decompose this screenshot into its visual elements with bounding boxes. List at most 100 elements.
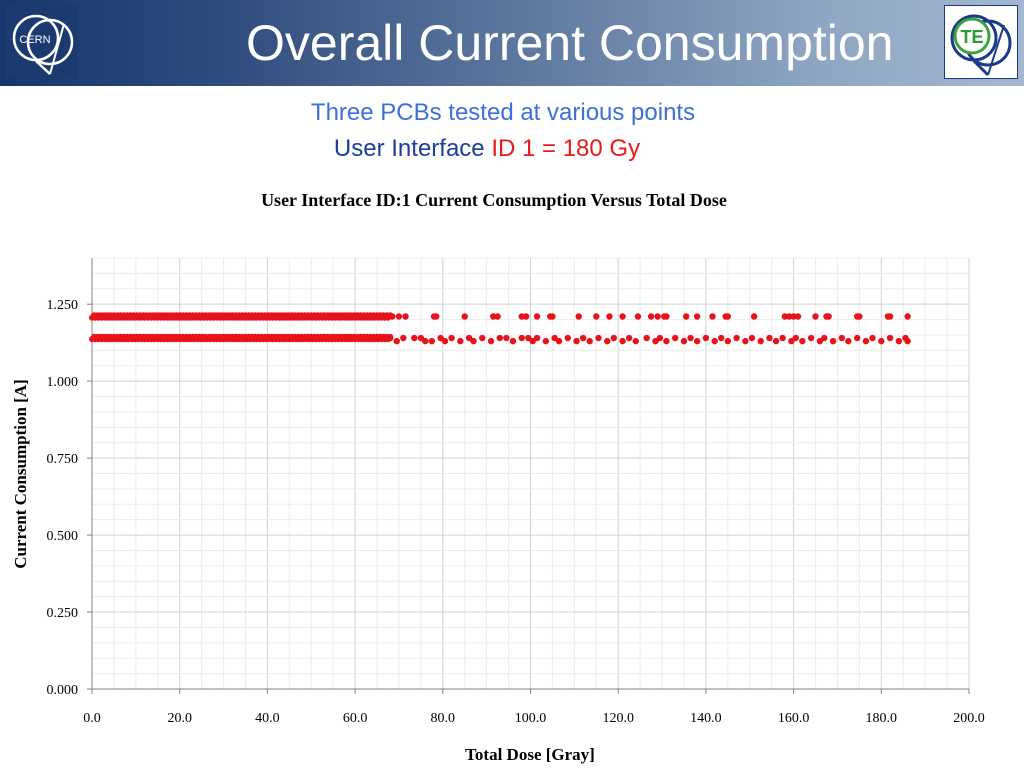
data-point xyxy=(575,313,582,320)
data-point xyxy=(555,337,563,345)
data-point xyxy=(825,313,832,320)
x-tick-label: 160.0 xyxy=(778,711,810,726)
data-point xyxy=(781,313,789,320)
x-tick-label: 100.0 xyxy=(515,711,547,726)
data-point xyxy=(422,337,429,345)
subtitle-line1: Three PCBs tested at various points xyxy=(310,99,696,126)
x-tick-label: 0.0 xyxy=(83,711,101,726)
x-axis-label: Total Dose [Gray] xyxy=(465,745,595,764)
data-point xyxy=(904,313,911,320)
data-point xyxy=(448,334,455,342)
data-point xyxy=(509,337,517,345)
x-tick-label: 120.0 xyxy=(602,711,634,726)
data-point xyxy=(663,337,670,345)
cern-logo-text: CERN xyxy=(19,34,50,46)
data-point xyxy=(518,313,525,320)
x-tick-label: 200.0 xyxy=(953,711,985,726)
data-point xyxy=(579,334,587,342)
data-point xyxy=(748,334,756,342)
te-logo-icon: TE xyxy=(944,5,1018,79)
data-point xyxy=(792,334,799,342)
data-point xyxy=(573,337,580,345)
chart-grid xyxy=(91,257,970,690)
chart-points xyxy=(89,312,911,345)
data-point xyxy=(799,337,806,345)
data-point xyxy=(533,313,541,320)
x-tick-labels: 0.0 20.0 40.0 60.0 80.0 100.0 120.0 140.0 160.0 1… xyxy=(83,711,985,726)
data-point xyxy=(709,313,716,320)
data-point xyxy=(687,334,694,342)
data-point xyxy=(672,334,679,342)
data-point xyxy=(441,337,449,345)
data-point xyxy=(586,337,593,345)
data-point xyxy=(838,334,846,342)
subtitle-line2: User Interface ID 1 = 180 Gy xyxy=(0,134,974,164)
data-point xyxy=(411,334,418,342)
data-point xyxy=(702,334,710,342)
data-point xyxy=(428,337,436,345)
x-tick-label: 140.0 xyxy=(690,711,722,726)
data-point xyxy=(693,337,701,345)
data-point xyxy=(904,337,911,345)
data-point xyxy=(479,334,486,342)
slide-title: Overall Current Consumption xyxy=(246,15,894,71)
data-point xyxy=(895,337,903,345)
data-point xyxy=(433,313,440,320)
data-point xyxy=(656,334,664,342)
data-point xyxy=(593,313,600,320)
chart-axes xyxy=(87,258,970,694)
data-point xyxy=(878,337,885,345)
data-point xyxy=(490,313,497,320)
data-point xyxy=(522,313,530,320)
subtitle-line2-prefix: User Interface xyxy=(333,135,485,162)
data-point xyxy=(724,313,732,320)
y-tick-label: 1.000 xyxy=(47,375,79,390)
y-axis-label: Current Consumption [A] xyxy=(11,379,30,569)
data-point xyxy=(606,313,613,320)
data-point xyxy=(395,313,403,320)
data-point xyxy=(632,337,639,345)
subtitle-line2-highlight: ID 1 = 180 Gy xyxy=(491,135,641,162)
data-point xyxy=(757,337,764,345)
data-point xyxy=(693,313,701,320)
data-point xyxy=(718,334,725,342)
y-tick-label: 0.000 xyxy=(47,683,79,698)
y-tick-labels: 0.000 0.250 0.500 0.750 1.000 1.250 xyxy=(47,298,79,698)
data-point xyxy=(393,337,400,345)
data-point xyxy=(619,313,626,320)
data-point xyxy=(496,334,504,342)
data-point xyxy=(711,337,718,345)
data-point xyxy=(625,334,633,342)
x-tick-label: 20.0 xyxy=(167,711,192,726)
data-point xyxy=(634,313,642,320)
x-tick-label: 60.0 xyxy=(343,711,368,726)
data-point xyxy=(470,337,477,345)
data-point xyxy=(742,337,749,345)
header-band xyxy=(0,0,1024,86)
data-point xyxy=(643,334,650,342)
data-point xyxy=(663,313,670,320)
data-point xyxy=(487,337,495,345)
chart-title: User Interface ID:1 Current Consumption … xyxy=(261,190,727,210)
data-point xyxy=(812,313,819,320)
data-point xyxy=(604,337,611,345)
data-point xyxy=(647,313,655,320)
data-point xyxy=(494,313,501,320)
y-tick-label: 0.750 xyxy=(47,452,79,467)
data-point xyxy=(807,334,815,342)
data-point xyxy=(886,334,894,342)
data-point xyxy=(402,313,409,320)
data-point xyxy=(886,313,894,320)
te-logo-text: TE xyxy=(960,27,983,47)
data-point xyxy=(595,334,602,342)
data-point xyxy=(386,334,394,342)
data-point xyxy=(400,334,407,342)
data-point xyxy=(790,313,797,320)
data-point xyxy=(389,313,396,320)
data-point xyxy=(619,337,626,345)
y-tick-label: 1.250 xyxy=(47,298,79,313)
data-point xyxy=(829,337,837,345)
data-point xyxy=(610,334,618,342)
data-point xyxy=(766,334,773,342)
